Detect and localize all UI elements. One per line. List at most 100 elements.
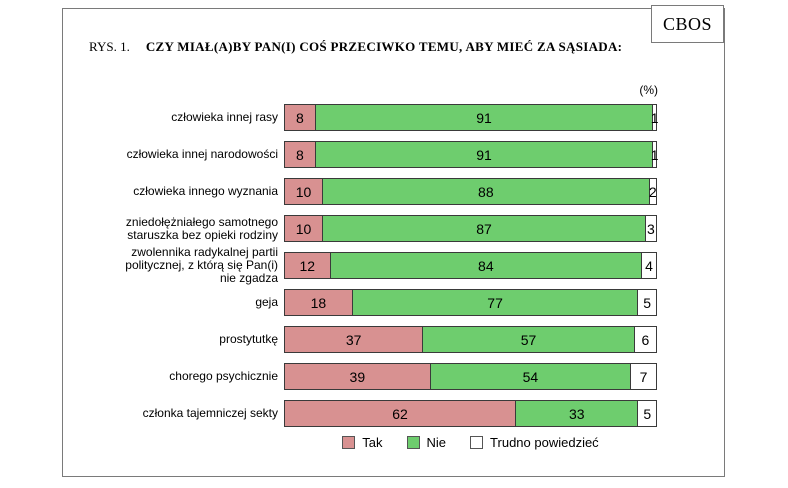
- bar-segment-trudno: 1: [650, 142, 659, 167]
- bar-rows: człowieka innej rasy 8 91 1 człowieka innej …: [69, 99, 659, 432]
- category-label: chorego psychicznie: [169, 369, 278, 383]
- category-label: geja: [255, 295, 278, 309]
- bar-segment-tak: 12: [285, 253, 330, 278]
- segment-value: 57: [520, 331, 537, 348]
- bar-segment-trudno: 4: [641, 253, 656, 278]
- segment-value: 3: [647, 220, 655, 237]
- segment-value: 18: [310, 294, 327, 311]
- figure-label: RYS. 1.: [89, 39, 130, 54]
- chart-row: geja 18 77 5: [69, 284, 657, 321]
- legend-item-nie: Nie: [406, 435, 447, 450]
- segment-value: 77: [487, 294, 503, 311]
- segment-value: 88: [478, 183, 494, 200]
- legend-swatch-nie: [406, 436, 420, 449]
- segment-value: 4: [645, 257, 653, 274]
- legend-label: Tak: [362, 435, 383, 450]
- chart-row: prostytutkę 37 57 6: [69, 321, 657, 358]
- legend-item-trudno: Trudno powiedzieć: [470, 435, 599, 450]
- segment-value: 54: [522, 368, 539, 385]
- stacked-bar: 8 91 1: [284, 141, 659, 168]
- bar-segment-trudno: 2: [648, 179, 657, 204]
- segment-value: 1: [650, 146, 659, 163]
- cbos-logo-box: CBOS: [651, 5, 724, 43]
- bar-segment-trudno: 5: [637, 290, 656, 315]
- cbos-logo-text: CBOS: [662, 13, 713, 34]
- stacked-bar: 10 88 2: [284, 178, 657, 205]
- legend-label: Nie: [426, 435, 447, 450]
- segment-value: 91: [476, 109, 492, 126]
- segment-value: 5: [643, 405, 652, 422]
- segment-value: 84: [478, 257, 494, 274]
- chart-row: człowieka innej narodowości 8 91 1: [69, 136, 659, 173]
- chart-row: zniedołężniałego samotnego staruszka bez…: [69, 210, 657, 247]
- segment-value: 6: [641, 331, 650, 348]
- bar-segment-nie: 57: [422, 327, 634, 352]
- segment-value: 8: [295, 146, 304, 163]
- chart-title: CZY MIAŁ(A)BY PAN(I) COŚ PRZECIWKO TEMU,…: [145, 39, 623, 54]
- segment-value: 87: [476, 220, 492, 237]
- bar-segment-tak: 8: [285, 105, 315, 130]
- stacked-bar: 12 84 4: [284, 252, 657, 279]
- category-label: prostytutkę: [219, 332, 278, 346]
- chart-row: członka tajemniczej sekty 62 33 5: [69, 395, 657, 432]
- title-row: RYS. 1. CZY MIAŁ(A)BY PAN(I) COŚ PRZECIWK…: [89, 39, 622, 55]
- legend-swatch-trudno: [470, 436, 484, 449]
- bar-segment-tak: 10: [285, 179, 323, 204]
- bar-segment-trudno: 1: [650, 105, 659, 130]
- segment-value: 39: [349, 368, 366, 385]
- segment-value: 8: [295, 109, 304, 126]
- bar-segment-nie: 54: [429, 364, 631, 389]
- stacked-bar: 18 77 5: [284, 289, 657, 316]
- segment-value: 91: [476, 146, 492, 163]
- bar-segment-nie: 91: [314, 105, 653, 130]
- bar-segment-nie: 88: [322, 179, 649, 204]
- category-label: członka tajemniczej sekty: [142, 406, 278, 420]
- bar-segment-tak: 18: [285, 290, 352, 315]
- bar-segment-nie: 33: [515, 401, 638, 426]
- bar-segment-nie: 77: [351, 290, 638, 315]
- category-label: człowieka innej rasy: [171, 110, 278, 124]
- stacked-bar: 39 54 7: [284, 363, 657, 390]
- bar-segment-trudno: 6: [633, 327, 656, 352]
- segment-value: 10: [295, 183, 312, 200]
- segment-value: 33: [568, 405, 585, 422]
- segment-value: 37: [345, 331, 362, 348]
- stacked-bar: 10 87 3: [284, 215, 657, 242]
- segment-value: 7: [639, 368, 648, 385]
- category-label: zniedołężniałego samotnego staruszka bez…: [125, 214, 278, 242]
- percent-unit-label: (%): [639, 83, 658, 97]
- bar-segment-tak: 39: [285, 364, 430, 389]
- legend-item-tak: Tak: [342, 435, 383, 450]
- bar-segment-tak: 62: [285, 401, 516, 426]
- bar-segment-trudno: 7: [630, 364, 656, 389]
- chart-row: zwolennika radykalnej partii politycznej…: [69, 245, 657, 285]
- stacked-bar: 62 33 5: [284, 400, 657, 427]
- category-label: zwolennika radykalnej partii politycznej…: [125, 245, 278, 285]
- segment-value: 10: [295, 220, 312, 237]
- legend-swatch-tak: [342, 436, 356, 449]
- bar-segment-trudno: 3: [644, 216, 656, 241]
- stacked-bar: 8 91 1: [284, 104, 659, 131]
- bar-segment-tak: 10: [285, 216, 323, 241]
- bar-segment-trudno: 5: [637, 401, 656, 426]
- bar-segment-nie: 91: [314, 142, 653, 167]
- category-label: człowieka innej narodowości: [126, 147, 278, 161]
- stacked-bar: 37 57 6: [284, 326, 657, 353]
- segment-value: 12: [299, 257, 316, 274]
- legend: Tak Nie Trudno powiedzieć: [278, 435, 663, 450]
- segment-value: 62: [392, 405, 408, 422]
- chart-row: chorego psychicznie 39 54 7: [69, 358, 657, 395]
- bar-segment-tak: 37: [285, 327, 423, 352]
- segment-value: 2: [648, 183, 657, 200]
- category-label: człowieka innego wyznania: [133, 184, 278, 198]
- bar-segment-nie: 84: [329, 253, 642, 278]
- legend-label: Trudno powiedzieć: [490, 435, 599, 450]
- bar-segment-nie: 87: [322, 216, 645, 241]
- chart-row: człowieka innego wyznania 10 88 2: [69, 173, 657, 210]
- chart-frame: CBOS RYS. 1. CZY MIAŁ(A)BY PAN(I) COŚ PRZ…: [62, 5, 725, 477]
- segment-value: 5: [643, 294, 652, 311]
- bar-segment-tak: 8: [285, 142, 315, 167]
- chart-row: człowieka innej rasy 8 91 1: [69, 99, 659, 136]
- segment-value: 1: [650, 109, 659, 126]
